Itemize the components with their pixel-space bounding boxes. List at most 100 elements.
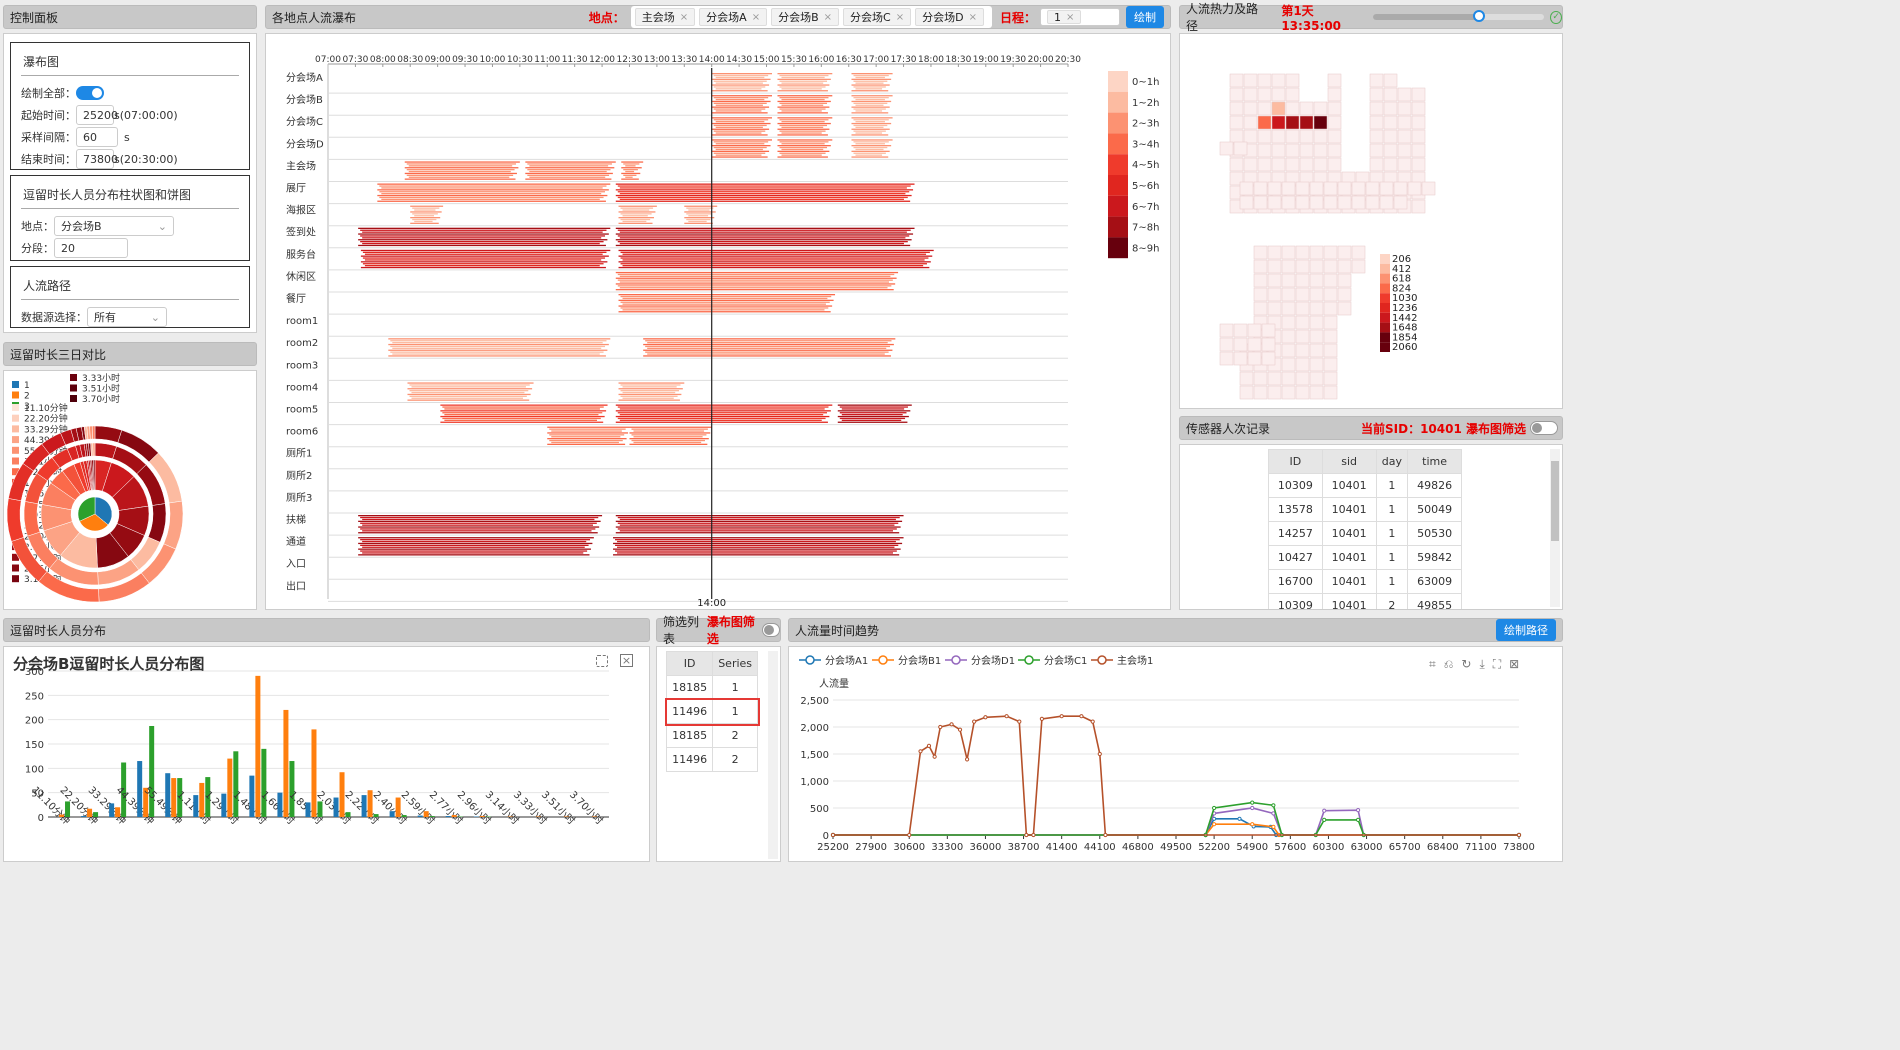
location-tag[interactable]: 分会场C × [843,8,912,26]
x-tick-label: 65700 [1389,842,1421,853]
heat-cell [1271,87,1286,102]
x-tick-label: 44100 [1084,842,1116,853]
schedule-tag[interactable]: 1 × [1047,10,1082,24]
flow-bar [547,426,630,428]
table-row[interactable]: 11496 1 [664,697,760,726]
flow-bar [358,520,601,522]
time-slider[interactable] [1373,10,1545,22]
flow-bar [851,112,889,114]
table-row[interactable]: 10309 10401 1 49826 [1268,473,1462,498]
flow-bar [619,287,888,289]
flow-bar [625,170,635,173]
table-row[interactable]: 10427 10401 1 59842 [1268,545,1462,570]
table-row[interactable]: 18185 2 [665,723,758,748]
column-header[interactable]: sid [1321,449,1377,474]
download-icon[interactable]: ⤓ [1479,657,1485,671]
draw-path-button[interactable]: 绘制路径 [1496,619,1556,641]
time-slider-handle[interactable] [1473,10,1486,22]
flow-bar [615,283,896,285]
heat-cell [1299,143,1314,158]
heat-cell [1365,195,1380,210]
table-row[interactable]: 11496 2 [665,747,758,772]
row-label: 展厅 [286,183,306,195]
location-tag[interactable]: 主会场 × [634,8,696,26]
bar [81,816,87,817]
heat-cell [1383,87,1398,102]
place-select[interactable]: 分会场B ⌄ [54,216,174,236]
start-time-suffix: s(07:00:00) [114,108,178,122]
flow-bar [377,183,611,185]
flow-bar [713,119,769,121]
column-header[interactable]: day [1375,449,1409,474]
heat-cell [1411,115,1426,130]
heat-cell [1281,259,1296,274]
check-icon[interactable]: ✓ [1550,10,1562,24]
flow-bar [408,170,511,173]
filter-toggle[interactable] [762,623,780,637]
zoom-reset-icon[interactable]: ⎌ [1443,657,1454,671]
column-header[interactable]: Series [712,651,758,676]
bar [143,787,149,817]
flow-bar [779,152,826,154]
location-tag[interactable]: 分会场D × [915,8,984,26]
close-icon[interactable]: × [620,654,633,667]
close-icon[interactable]: ⊠ [1509,657,1520,671]
close-icon[interactable]: × [1066,11,1075,23]
scrollbar[interactable] [768,651,778,859]
flow-bar [525,167,615,169]
trend-title: 人流量时间趋势 [795,623,880,638]
flow-bar [715,154,762,156]
heat-cell [1309,371,1324,386]
bar [177,778,183,817]
interval-input[interactable]: 60 [76,127,118,147]
schedule-select[interactable]: 1 × [1040,8,1120,26]
close-icon[interactable]: × [968,11,977,23]
close-icon[interactable]: × [751,11,761,23]
column-header[interactable]: ID [1268,449,1323,474]
zoom-icon[interactable]: ⌗ [1429,657,1436,671]
table-row[interactable]: 13578 10401 1 50049 [1268,497,1462,522]
flow-bar [364,259,602,261]
table-row[interactable]: 14257 10401 1 50530 [1268,521,1462,546]
x-tick-label: 17:00 [863,55,889,65]
segment-input[interactable]: 20 [54,238,128,258]
heat-cell [1261,337,1276,352]
row-label: 厕所3 [286,492,312,504]
location-tag[interactable]: 分会场B × [771,8,840,26]
series-line [833,807,1519,836]
flow-bar [358,542,593,545]
sensor-filter-toggle[interactable] [1530,421,1558,435]
table-cell: 14257 [1268,521,1323,546]
fullscreen-icon[interactable] [596,655,608,667]
bar [149,725,155,817]
y-axis-title: 人流量 [819,677,849,690]
flow-bar [622,386,677,388]
draw-all-toggle[interactable] [76,86,104,100]
fullscreen-icon[interactable]: ⛶ [1492,657,1502,671]
table-row[interactable]: 10309 10401 2 49855 [1268,593,1462,609]
flow-bar [781,132,822,134]
close-icon[interactable]: × [679,11,689,23]
scrollbar[interactable] [1550,449,1560,607]
heat-cell [1257,115,1272,130]
draw-button[interactable]: 绘制 [1126,6,1164,28]
flow-bar [837,421,908,423]
refresh-icon[interactable]: ↻ [1461,657,1472,671]
end-time-input[interactable]: 73800 [76,149,118,169]
column-header[interactable]: ID [665,651,714,676]
table-row[interactable]: 18185 1 [665,675,758,700]
scrollbar-thumb[interactable] [1551,461,1559,541]
source-select[interactable]: 所有 ⌄ [87,307,167,327]
x-tick-label: 68400 [1427,842,1459,853]
heat-cell [1323,357,1338,372]
start-time-input[interactable]: 25200 [76,105,118,125]
location-tag[interactable]: 分会场A × [699,8,768,26]
bar [255,675,261,817]
legend-swatch [12,425,19,433]
close-icon[interactable]: × [895,11,905,23]
column-header[interactable]: time [1407,449,1462,474]
table-row[interactable]: 16700 10401 1 63009 [1268,569,1462,594]
flow-bar [615,277,897,279]
sensor-header: 传感器人次记录 当前SID：10401 瀑布图筛选 [1179,416,1563,440]
close-icon[interactable]: × [823,11,833,23]
